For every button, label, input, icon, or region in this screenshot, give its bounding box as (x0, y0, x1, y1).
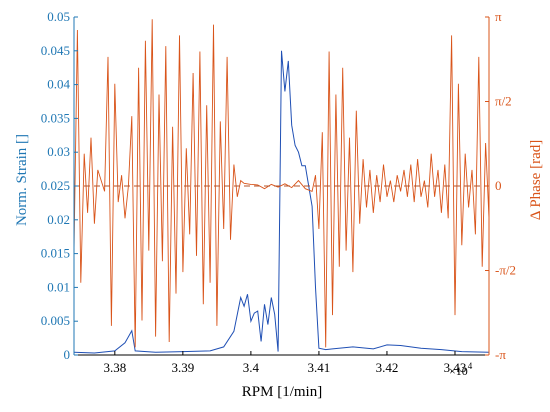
x-tick-label: 3.43 (444, 360, 467, 375)
left-y-axis-title: Norm. Strain [] (14, 134, 30, 226)
x-axis-multiplier: ×104 (449, 361, 473, 378)
x-tick-label: 3.39 (171, 360, 194, 375)
right-y-tick-label: π (495, 9, 502, 24)
right-y-tick-label: 0 (495, 178, 502, 193)
x-tick-label: 3.41 (308, 360, 331, 375)
phase-series (73, 19, 490, 348)
x-tick-label: 3.38 (103, 360, 126, 375)
x-tick-label: 3.42 (376, 360, 399, 375)
left-y-tick-label: 0.05 (47, 9, 70, 24)
left-y-tick-label: 0.03 (47, 144, 70, 159)
left-y-tick-label: 0 (64, 347, 71, 362)
left-y-tick-label: 0.045 (41, 43, 70, 58)
left-y-tick-label: 0.02 (47, 212, 70, 227)
x-tick-label: 3.4 (243, 360, 260, 375)
left-y-tick-label: 0.005 (41, 313, 70, 328)
strain-line (73, 50, 490, 354)
strain-series (73, 50, 490, 354)
phase-line (73, 19, 490, 348)
right-y-axis-title: Δ Phase [rad] (528, 140, 544, 220)
right-y-tick-label: -π (495, 347, 506, 362)
left-y-tick-label: 0.04 (47, 77, 70, 92)
right-y-tick-label: π/2 (495, 93, 512, 108)
left-y-tick-label: 0.035 (41, 110, 70, 125)
right-y-tick-label: -π/2 (495, 263, 516, 278)
left-y-tick-label: 0.015 (41, 246, 70, 261)
left-y-tick-label: 0.01 (47, 279, 70, 294)
tick-labels: 3.38 3.39 3.4 3.41 3.42 3.43 0 0.005 0.01 0.015 0.… (41, 9, 516, 375)
x-axis-title: RPM [1/min] (242, 384, 322, 400)
left-y-tick-label: 0.025 (41, 178, 70, 193)
